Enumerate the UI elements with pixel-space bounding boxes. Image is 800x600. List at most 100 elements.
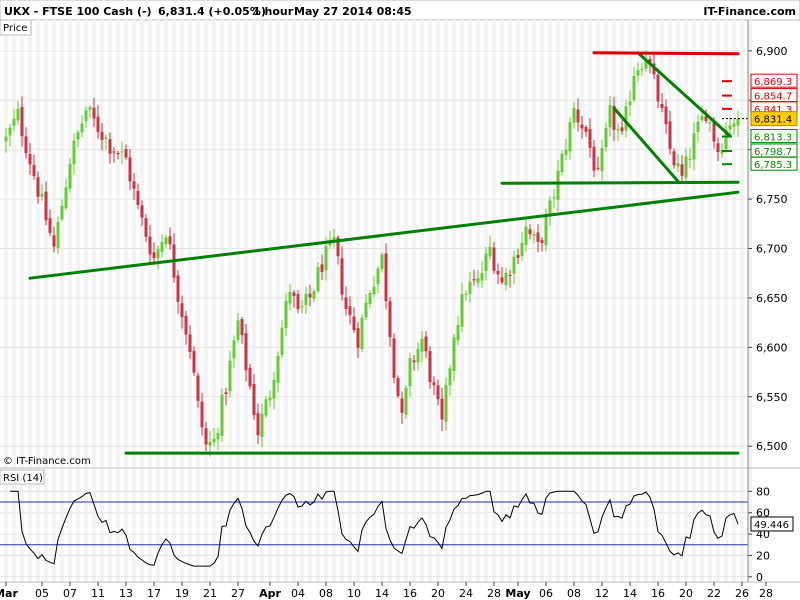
price-band xyxy=(4,20,8,468)
candle-body xyxy=(412,360,416,363)
candle-body xyxy=(104,137,108,139)
candle-body xyxy=(420,338,424,352)
candle-body xyxy=(668,121,672,149)
x-tick-label: 07 xyxy=(63,587,77,600)
rsi-band xyxy=(188,469,192,582)
candle-body xyxy=(212,438,216,443)
x-tick-label: May xyxy=(505,587,530,600)
price-band xyxy=(268,20,272,468)
rsi-band xyxy=(716,469,720,582)
candle-body xyxy=(232,340,236,359)
candle-body xyxy=(40,193,44,197)
candle-body xyxy=(384,253,388,302)
price-band xyxy=(260,20,264,468)
candle-body xyxy=(472,279,476,281)
price-band xyxy=(460,20,464,468)
x-tick-label: 28 xyxy=(487,587,501,600)
rsi-band xyxy=(748,469,752,582)
rsi-band xyxy=(580,469,584,582)
x-tick-label: 27 xyxy=(231,587,245,600)
candle-body xyxy=(192,350,196,373)
price-band xyxy=(388,20,392,468)
candle-body xyxy=(468,281,472,295)
price-band xyxy=(212,20,216,468)
rsi-band xyxy=(708,469,712,582)
candle-body xyxy=(504,272,508,286)
candle-body xyxy=(600,147,604,171)
price-band xyxy=(236,20,240,468)
candle-body xyxy=(56,221,60,249)
rsi-band xyxy=(644,469,648,582)
rsi-band xyxy=(300,469,304,582)
candle-body xyxy=(324,246,328,271)
rsi-band xyxy=(540,469,544,582)
level-label-box xyxy=(750,129,798,144)
candle-body xyxy=(516,254,520,258)
price-grid xyxy=(0,50,748,447)
candle-body xyxy=(492,247,496,271)
price-band xyxy=(724,20,728,468)
price-band xyxy=(428,20,432,468)
rsi-band xyxy=(172,469,176,582)
rsi-band xyxy=(460,469,464,582)
price-band xyxy=(676,20,680,468)
x-tick-label: Apr xyxy=(259,587,281,600)
price-tick-label: 6,750 xyxy=(756,193,788,206)
price-band xyxy=(188,20,192,468)
price-band xyxy=(180,20,184,468)
price-band xyxy=(348,20,352,468)
rsi-band xyxy=(412,469,416,582)
candle-body xyxy=(548,200,552,216)
candle-body xyxy=(404,387,408,415)
price-band xyxy=(508,20,512,468)
rsi-band xyxy=(732,469,736,582)
x-tick-label: 12 xyxy=(595,587,609,600)
price-band xyxy=(20,20,24,468)
candle-body xyxy=(16,108,20,121)
rsi-band xyxy=(68,469,72,582)
price-band xyxy=(340,20,344,468)
x-tick-label: 14 xyxy=(623,587,637,600)
rsi-band xyxy=(156,469,160,582)
price-band xyxy=(716,20,720,468)
candle-body xyxy=(68,164,72,189)
candle-body xyxy=(152,252,156,259)
price-band xyxy=(740,20,744,468)
x-tick-label: 05 xyxy=(35,587,49,600)
rsi-band xyxy=(516,469,520,582)
x-tick-label: 28 xyxy=(759,587,773,600)
candle-body xyxy=(592,146,596,171)
rsi-band xyxy=(92,469,96,582)
chart-title: UKX - FTSE 100 Cash (-) xyxy=(4,5,152,18)
price-tick-label: 6,600 xyxy=(756,341,788,354)
candle-body xyxy=(216,433,220,440)
candle-body xyxy=(64,187,68,209)
candle-body xyxy=(12,118,16,126)
rsi-band xyxy=(28,469,32,582)
candle-body xyxy=(392,338,396,378)
candle-body xyxy=(288,291,292,304)
candle-body xyxy=(300,306,304,308)
price-label-box xyxy=(0,19,32,36)
price-band xyxy=(700,20,704,468)
candle-body xyxy=(632,75,636,100)
candle-body xyxy=(176,275,180,302)
price-band xyxy=(692,20,696,468)
x-tick-label: 10 xyxy=(347,587,361,600)
candle-body xyxy=(196,375,200,401)
candle-body xyxy=(644,61,648,69)
candle-body xyxy=(672,151,676,166)
x-tick-label: 06 xyxy=(539,587,553,600)
x-tick-label: 20 xyxy=(431,587,445,600)
rsi-band xyxy=(740,469,744,582)
level-label: 6,841.3 xyxy=(754,105,792,116)
candle-body xyxy=(312,291,316,299)
rsi-band xyxy=(284,469,288,582)
candle-body xyxy=(36,177,40,197)
candle-body xyxy=(332,237,336,241)
candle-body xyxy=(528,229,532,235)
candle-body xyxy=(428,351,432,383)
level-label: 6,798.7 xyxy=(754,147,792,158)
rsi-band xyxy=(660,469,664,582)
rsi-band xyxy=(164,469,168,582)
